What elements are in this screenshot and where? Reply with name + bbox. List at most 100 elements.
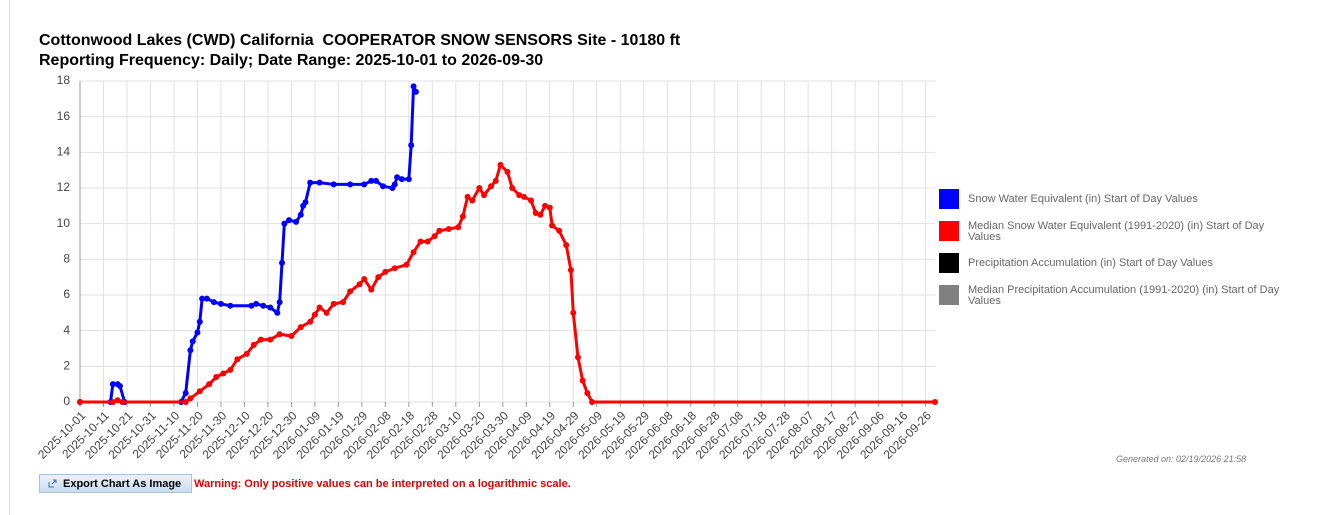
data-point — [412, 88, 419, 95]
data-point — [267, 304, 274, 311]
data-point — [476, 185, 483, 191]
data-point — [311, 311, 318, 318]
data-point — [297, 324, 304, 331]
data-point — [199, 295, 206, 302]
data-point — [481, 192, 488, 199]
chart-subtitle: Reporting Frequency: Daily; Date Range: … — [39, 52, 544, 69]
data-point — [542, 202, 549, 209]
data-point — [279, 259, 286, 266]
data-point — [527, 197, 534, 204]
data-point — [340, 299, 347, 306]
data-point — [492, 177, 499, 184]
legend-label: Median Snow Water Equivalent (1991-2020)… — [968, 220, 1265, 243]
data-point — [375, 274, 382, 281]
data-point — [114, 397, 121, 404]
y-tick-label: 12 — [57, 180, 71, 194]
data-point — [286, 217, 293, 224]
data-point — [220, 370, 227, 377]
data-point — [316, 179, 323, 186]
y-tick-label: 18 — [57, 73, 71, 87]
data-point — [187, 395, 194, 402]
data-point — [206, 381, 213, 388]
data-point — [382, 268, 389, 275]
data-point — [323, 309, 330, 316]
data-point — [391, 265, 398, 272]
data-point — [574, 354, 581, 361]
data-point — [243, 350, 250, 357]
data-point — [77, 399, 83, 405]
legend-label: Precipitation Accumulation (in) Start of… — [968, 257, 1213, 269]
data-point — [116, 382, 123, 389]
data-point — [288, 333, 295, 340]
data-point — [217, 300, 224, 307]
data-point — [579, 377, 586, 384]
data-point — [469, 197, 476, 204]
legend-swatch — [939, 221, 959, 241]
data-point — [210, 299, 217, 306]
data-point — [488, 183, 495, 190]
data-point — [532, 209, 539, 216]
legend-swatch — [939, 189, 959, 209]
data-point — [417, 238, 424, 245]
data-point — [391, 181, 398, 188]
data-point — [276, 331, 283, 338]
data-point — [356, 281, 363, 288]
generated-note: Generated on: 02/19/2026 21:58 — [1116, 454, 1247, 464]
data-point — [227, 366, 234, 373]
data-point — [408, 142, 415, 149]
y-tick-label: 4 — [63, 323, 70, 337]
data-point — [537, 211, 544, 218]
data-point — [316, 304, 323, 311]
data-point — [109, 399, 116, 405]
data-point — [250, 341, 257, 348]
data-point — [187, 347, 194, 354]
data-point — [445, 226, 452, 233]
y-tick-label: 0 — [63, 394, 70, 408]
data-point — [330, 181, 337, 188]
data-point — [403, 261, 410, 268]
data-point — [410, 83, 417, 90]
data-point — [436, 227, 443, 234]
data-point — [234, 356, 241, 363]
data-point — [293, 218, 300, 225]
data-point — [307, 179, 314, 186]
plot-area — [80, 81, 935, 402]
data-point — [380, 183, 387, 190]
data-point — [248, 302, 255, 309]
data-point — [410, 249, 417, 256]
data-point — [189, 338, 196, 345]
warning: Warning: Only positive values can be int… — [194, 478, 571, 490]
data-point — [347, 288, 354, 295]
legend-swatch — [939, 253, 959, 273]
export-button[interactable]: Export Chart As Image — [39, 474, 192, 493]
y-tick-label: 6 — [63, 287, 70, 301]
data-point — [563, 242, 570, 249]
data-point — [504, 168, 511, 175]
data-point — [394, 174, 401, 181]
data-point — [109, 381, 116, 388]
data-point — [307, 318, 314, 325]
data-point — [260, 302, 267, 309]
data-point — [276, 299, 283, 306]
data-point — [509, 185, 516, 191]
chart-title: Cottonwood Lakes (CWD) California COOPER… — [39, 32, 681, 49]
data-point — [405, 176, 412, 183]
data-point — [203, 295, 210, 302]
data-point — [584, 390, 591, 397]
export-icon — [48, 479, 57, 488]
legend-label: Snow Water Equivalent (in) Start of Day … — [968, 193, 1198, 205]
data-point — [227, 302, 234, 309]
data-point — [424, 238, 431, 245]
data-point — [119, 399, 126, 405]
data-point — [330, 300, 337, 307]
data-point — [297, 211, 304, 218]
y-tick-label: 14 — [57, 145, 71, 159]
data-point — [194, 329, 201, 336]
series-line — [80, 85, 418, 404]
data-point — [253, 300, 260, 307]
data-point — [464, 193, 471, 200]
data-point — [398, 176, 405, 183]
y-tick-label: 8 — [63, 252, 70, 266]
